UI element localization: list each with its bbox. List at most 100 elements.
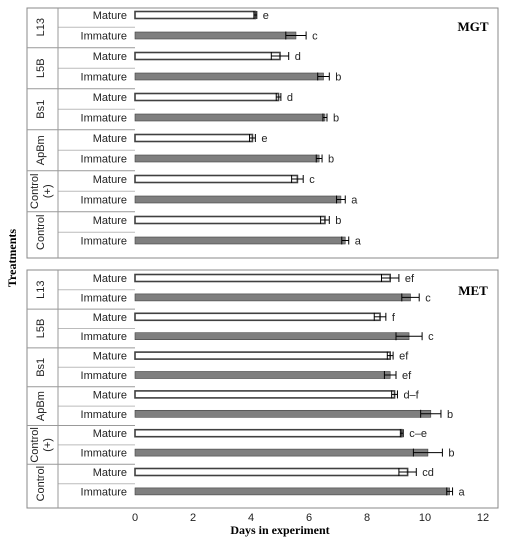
group-label-line: (+) [42, 438, 54, 452]
significance-letter: c [312, 31, 318, 43]
bar-label: Immature [81, 113, 127, 125]
significance-letter: c [428, 331, 434, 343]
significance-letter: b [335, 72, 341, 84]
mature-bar [134, 10, 257, 20]
bar-label: Immature [81, 236, 127, 248]
mature-bar [134, 273, 391, 283]
immature-bar [134, 154, 320, 163]
mature-bar [134, 467, 409, 477]
group-label: L13 [35, 281, 47, 299]
bar-label: Immature [81, 448, 127, 460]
bar-label: Mature [93, 10, 127, 22]
bar-label: Immature [81, 154, 127, 166]
x-tick-label: 10 [419, 512, 431, 524]
significance-letter: d [295, 51, 301, 63]
immature-bar [134, 113, 326, 122]
immature-bar [134, 409, 432, 418]
significance-letter: a [459, 486, 466, 498]
bar-label: Mature [93, 92, 127, 104]
mature-bar [134, 351, 391, 360]
significance-letter: b [333, 113, 339, 125]
immature-bar [134, 236, 346, 245]
bar-label: Mature [93, 174, 127, 186]
group-label-line: Control [29, 174, 41, 209]
significance-letter: d–f [403, 389, 419, 401]
mature-bar [134, 92, 280, 102]
group-label: ApBm [35, 391, 47, 421]
significance-letter: a [351, 195, 358, 207]
bar-label: Mature [93, 351, 127, 363]
significance-letter: b [328, 154, 334, 166]
immature-bar [134, 31, 297, 40]
significance-letter: b [447, 409, 453, 421]
bar-label: Immature [81, 331, 127, 343]
bar-label: Immature [81, 409, 127, 421]
immature-bar [134, 332, 410, 341]
significance-letter: ef [402, 370, 412, 382]
x-axis-label: Days in experiment [230, 523, 329, 537]
x-tick-label: 2 [190, 512, 196, 524]
bar-label: Mature [93, 51, 127, 63]
significance-letter: b [448, 448, 454, 460]
significance-letter: c [425, 292, 431, 304]
significance-letter: cd [422, 467, 434, 479]
group-label-line: (+) [42, 184, 54, 198]
group-label-line: Control [29, 427, 41, 462]
mature-bar [134, 133, 254, 143]
x-tick-label: 0 [132, 512, 138, 524]
x-axis: 0 2 4 6 8 10 12 [132, 512, 489, 524]
group-label: Bs1 [35, 100, 47, 119]
bar-label: Mature [93, 312, 127, 324]
group-label: L5B [35, 58, 47, 78]
significance-letter: ef [405, 273, 415, 285]
bar-label: Mature [93, 273, 127, 285]
significance-letter: e [261, 133, 267, 145]
bar-label: Mature [93, 133, 127, 145]
significance-letter: c [309, 174, 315, 186]
group-label: Control [35, 466, 47, 501]
group-label: L5B [35, 319, 47, 339]
bar-label: Immature [81, 370, 127, 382]
mature-bar [134, 312, 381, 322]
immature-bar [134, 448, 429, 457]
bar-label: Immature [81, 292, 127, 304]
bar-label: Mature [93, 215, 127, 227]
bar-label: Mature [93, 428, 127, 440]
panel-frame [26, 269, 499, 509]
significance-letter: b [335, 215, 341, 227]
panel-title: MGT [457, 19, 488, 34]
group-label: ApBm [35, 135, 47, 165]
y-axis-label: Treatments [5, 229, 19, 288]
panel-frame [26, 7, 499, 259]
significance-letter: c–e [409, 428, 427, 440]
immature-bar [134, 293, 411, 302]
significance-letter: a [355, 236, 362, 248]
group-label: Control [35, 215, 47, 250]
immature-bar [134, 72, 324, 81]
bar-label: Immature [81, 195, 127, 207]
panel-title: MET [458, 283, 488, 298]
group-label: Control(+) [29, 174, 54, 209]
significance-letter: d [287, 92, 293, 104]
significance-letter: e [263, 10, 269, 22]
mature-bar [134, 390, 396, 399]
mature-bar [134, 428, 403, 438]
bar-label: Immature [81, 486, 127, 498]
x-tick-label: 4 [248, 512, 254, 524]
immature-bar [134, 371, 391, 379]
mature-bar [134, 215, 326, 225]
significance-letter: ef [399, 351, 409, 363]
x-tick-label: 8 [364, 512, 370, 524]
group-label: L13 [35, 18, 47, 36]
significance-letter: f [392, 312, 396, 324]
mature-bar [134, 174, 299, 184]
mature-bar [134, 51, 281, 61]
bar-label: Mature [93, 467, 127, 479]
x-tick-label: 6 [306, 512, 312, 524]
x-tick-label: 12 [477, 512, 489, 524]
group-label: Control(+) [29, 427, 54, 462]
group-label: Bs1 [35, 358, 47, 377]
